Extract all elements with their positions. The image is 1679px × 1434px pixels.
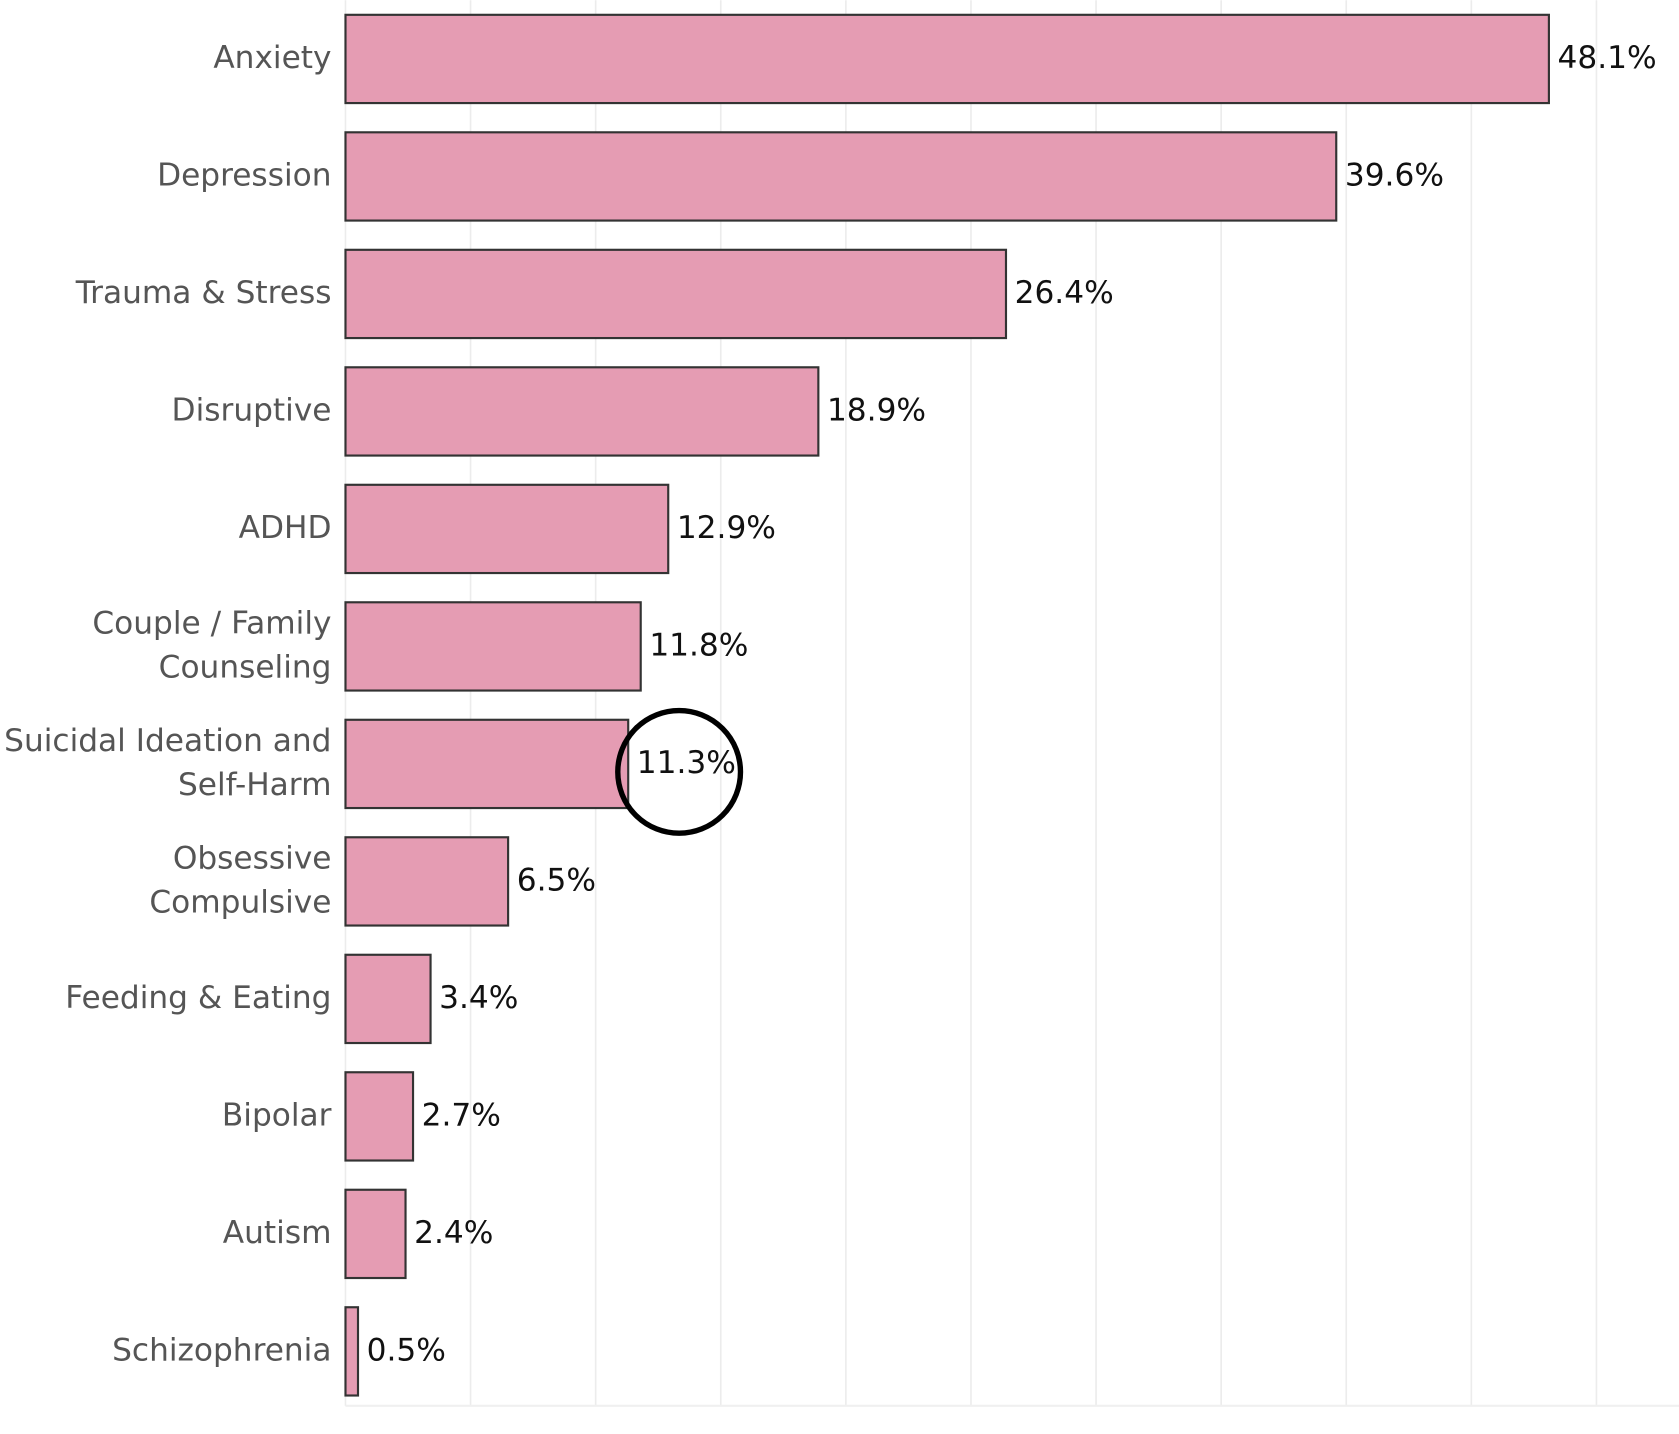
value-label: 11.3% bbox=[637, 745, 736, 781]
value-label: 26.4% bbox=[1015, 275, 1114, 311]
category-label: Bipolar bbox=[222, 1097, 332, 1133]
category-label: Disruptive bbox=[172, 392, 332, 428]
value-label: 39.6% bbox=[1345, 157, 1444, 193]
category-label: Trauma & Stress bbox=[75, 275, 332, 311]
value-label: 12.9% bbox=[677, 510, 776, 546]
grid bbox=[344, 0, 1679, 1407]
category-label: Depression bbox=[157, 157, 331, 193]
value-label: 11.8% bbox=[649, 627, 748, 663]
category-label-line: Suicidal Ideation and bbox=[4, 723, 331, 759]
value-label: 18.9% bbox=[827, 392, 926, 428]
bar bbox=[344, 366, 820, 457]
bar bbox=[344, 1188, 407, 1280]
bar bbox=[344, 483, 670, 575]
bars: Anxiety 48.1% Depression 39.6% Trauma & Stre… bbox=[4, 13, 1657, 1397]
value-label: 2.4% bbox=[414, 1215, 493, 1251]
bar bbox=[344, 13, 1550, 105]
category-label: Autism bbox=[223, 1215, 332, 1251]
category-label: Schizophrenia bbox=[112, 1332, 331, 1368]
bar bbox=[344, 131, 1338, 222]
value-label: 6.5% bbox=[517, 862, 596, 898]
category-label-line: Couple / Family bbox=[92, 605, 331, 641]
category-label: Couple / Family Counseling bbox=[92, 605, 331, 685]
bar bbox=[344, 836, 510, 927]
category-label: Anxiety bbox=[213, 40, 331, 76]
category-label-line: Counseling bbox=[159, 649, 332, 685]
highlight-circle bbox=[615, 707, 744, 836]
category-label: Obsessive Compulsive bbox=[149, 840, 331, 920]
value-label: 0.5% bbox=[367, 1332, 446, 1368]
category-label-line: Compulsive bbox=[149, 884, 331, 920]
value-label: 48.1% bbox=[1558, 40, 1657, 76]
bar bbox=[344, 718, 630, 810]
bar bbox=[344, 1306, 360, 1397]
bar bbox=[344, 248, 1008, 340]
category-label-line: Obsessive bbox=[173, 840, 332, 876]
bar bbox=[344, 1071, 415, 1162]
category-label: Suicidal Ideation and Self-Harm bbox=[4, 723, 331, 803]
bar bbox=[344, 601, 642, 692]
category-label: ADHD bbox=[239, 510, 332, 546]
value-label: 2.7% bbox=[422, 1097, 501, 1133]
category-label: Feeding & Eating bbox=[65, 980, 331, 1016]
value-label: 3.4% bbox=[439, 980, 518, 1016]
bar bbox=[344, 953, 432, 1045]
category-label-line: Self-Harm bbox=[178, 767, 331, 803]
